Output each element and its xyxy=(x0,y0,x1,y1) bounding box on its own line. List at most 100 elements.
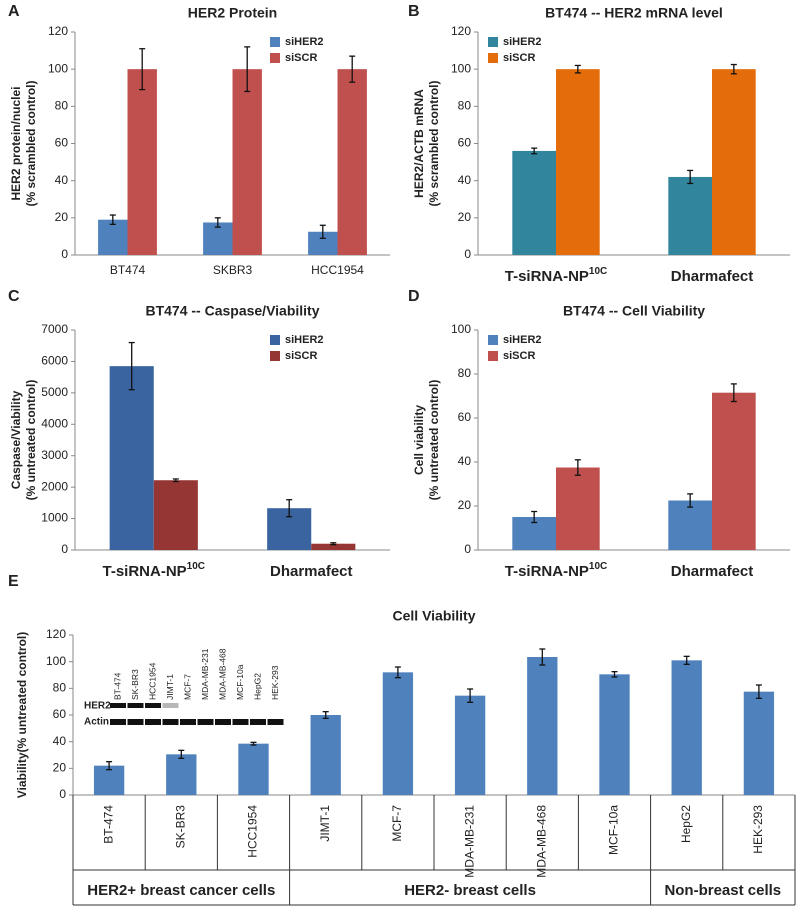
inset-band xyxy=(127,703,144,708)
y-tick-label: 4000 xyxy=(41,416,68,430)
bar xyxy=(337,69,367,256)
bar xyxy=(556,69,600,256)
bar xyxy=(203,222,233,255)
bar xyxy=(232,69,262,256)
y-axis-label: Caspase/Viability xyxy=(9,390,23,489)
x-tick-label-text: Dharmafect xyxy=(671,563,754,580)
bar xyxy=(454,695,486,795)
inset-lane-label: HepG2 xyxy=(252,673,262,700)
legend-label: siSCR xyxy=(285,52,317,64)
bar xyxy=(671,660,702,795)
bar xyxy=(556,467,600,550)
y-tick-label: 0 xyxy=(59,787,66,801)
chart-title: BT474 -- Caspase/Viability xyxy=(145,303,319,319)
x-tick-label: MCF-10a xyxy=(607,805,621,855)
y-axis-label: Viability(% untreated control) xyxy=(15,632,29,798)
legend-label: siHER2 xyxy=(285,334,324,346)
y-tick-label: 0 xyxy=(464,247,471,261)
inset-lane-label: MCF-10a xyxy=(235,664,245,700)
x-tick-label-text: Dharmafect xyxy=(671,268,754,285)
inset-band xyxy=(127,719,144,725)
x-tick-label-superscript: 10C xyxy=(187,561,205,572)
panel-letter: C xyxy=(8,288,20,305)
x-tick-label-text: HCC1954 xyxy=(311,263,364,277)
inset-lane-label: MCF-7 xyxy=(182,674,192,700)
y-axis-label: (% untreated control) xyxy=(24,380,38,501)
y-tick-label: 80 xyxy=(53,681,67,695)
inset-band xyxy=(145,703,161,708)
bar xyxy=(712,392,756,550)
legend-label: siSCR xyxy=(285,350,317,362)
group-label: Non-breast cells xyxy=(664,882,781,899)
inset-lane-label: JIMT-1 xyxy=(165,674,175,700)
y-tick-label: 6000 xyxy=(41,354,68,368)
x-tick-label: HEK-293 xyxy=(751,805,765,854)
inset-band xyxy=(162,719,179,725)
inset-row-label: HER2 xyxy=(84,701,111,712)
y-tick-label: 40 xyxy=(55,173,69,187)
inset-lane-label: HEK-293 xyxy=(270,665,280,700)
bar xyxy=(310,715,341,795)
x-tick-label: BT-474 xyxy=(101,805,115,844)
inset-row-label: Actin xyxy=(84,717,109,728)
legend-swatch xyxy=(488,335,498,345)
legend-label: siSCR xyxy=(503,52,535,64)
legend-swatch xyxy=(270,53,280,63)
x-tick-label: SKBR3 xyxy=(213,263,253,277)
x-tick-label-superscript: 10C xyxy=(589,266,607,277)
y-tick-label: 120 xyxy=(48,24,68,38)
y-tick-label: 1000 xyxy=(41,511,68,525)
inset-band xyxy=(215,719,231,725)
inset-lane-label: MDA-MB-468 xyxy=(217,648,227,700)
y-tick-label: 100 xyxy=(46,654,66,668)
y-tick-label: 40 xyxy=(458,454,472,468)
x-tick-label: Dharmafect xyxy=(270,563,353,580)
y-tick-label: 60 xyxy=(55,136,69,150)
y-axis-label: Cell viability xyxy=(412,405,426,475)
chart-title: HER2 Protein xyxy=(188,5,277,21)
x-tick-label: SK-BR3 xyxy=(173,805,187,849)
y-tick-label: 100 xyxy=(451,61,471,75)
chart-title: BT474 -- Cell Viability xyxy=(563,303,705,319)
inset-lane-label: SK-BR3 xyxy=(130,669,140,700)
bar xyxy=(668,500,712,550)
bar xyxy=(668,176,712,255)
bar xyxy=(127,69,157,256)
y-axis-label: (% untreated control) xyxy=(427,380,441,501)
y-tick-label: 40 xyxy=(458,173,472,187)
x-tick-label: T-siRNA-NP10C xyxy=(505,561,608,580)
x-tick-label: HCC1954 xyxy=(246,805,260,858)
legend-swatch xyxy=(270,335,280,345)
bar xyxy=(599,674,630,795)
y-axis-label: HER2/ACTB mRNA xyxy=(412,89,426,198)
y-tick-label: 20 xyxy=(53,761,67,775)
y-axis-label: HER2 protein/nuclei xyxy=(9,86,23,200)
inset-band xyxy=(110,719,126,725)
legend-swatch xyxy=(488,37,498,47)
x-tick-label: HCC1954 xyxy=(311,263,364,277)
legend-label: siHER2 xyxy=(503,334,542,346)
group-label: HER2+ breast cancer cells xyxy=(87,882,275,899)
x-tick-label-text: BT474 xyxy=(110,263,146,277)
bar xyxy=(93,765,125,795)
y-tick-label: 5000 xyxy=(41,385,68,399)
x-tick-label-text: SKBR3 xyxy=(213,263,253,277)
x-tick-label-text: T-siRNA-NP xyxy=(102,563,186,580)
inset-band xyxy=(162,703,179,708)
x-tick-label: BT474 xyxy=(110,263,146,277)
bar xyxy=(311,543,356,550)
inset-band xyxy=(197,719,214,725)
y-tick-label: 0 xyxy=(61,247,68,261)
panel-letter: A xyxy=(8,3,20,20)
x-tick-label: HepG2 xyxy=(679,805,693,843)
x-tick-label-text: T-siRNA-NP xyxy=(505,563,589,580)
y-tick-label: 20 xyxy=(458,210,472,224)
y-tick-label: 2000 xyxy=(41,479,68,493)
bar xyxy=(238,743,269,795)
y-tick-label: 0 xyxy=(464,542,471,556)
inset-lane-label: BT-474 xyxy=(112,672,122,700)
legend-swatch xyxy=(488,351,498,361)
y-tick-label: 20 xyxy=(55,210,69,224)
y-tick-label: 80 xyxy=(458,99,472,113)
